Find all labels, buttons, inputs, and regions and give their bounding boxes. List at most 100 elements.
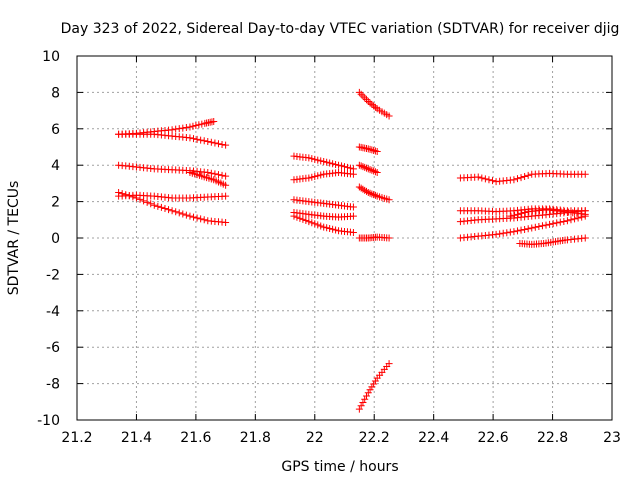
data-point bbox=[361, 395, 369, 403]
y-tick-label: 0 bbox=[51, 231, 60, 247]
x-tick-label: 21.2 bbox=[61, 430, 92, 446]
data-point bbox=[186, 212, 194, 220]
axis-ticks bbox=[76, 55, 613, 421]
data-point bbox=[362, 96, 370, 104]
series-arc-18 bbox=[456, 169, 589, 186]
data-point bbox=[154, 202, 162, 210]
data-point bbox=[361, 94, 369, 102]
data-point bbox=[172, 208, 180, 216]
data-point bbox=[355, 161, 363, 169]
data-point bbox=[210, 118, 218, 126]
data-point bbox=[565, 208, 573, 216]
data-point bbox=[343, 163, 351, 171]
data-point bbox=[364, 98, 372, 105]
data-point bbox=[366, 166, 374, 174]
data-point bbox=[355, 88, 363, 96]
x-axis-label: GPS time / hours bbox=[281, 459, 398, 475]
data-point bbox=[222, 219, 230, 227]
data-point bbox=[222, 192, 230, 200]
data-point bbox=[542, 221, 550, 229]
y-tick-label: 10 bbox=[42, 49, 60, 65]
series-arc-9 bbox=[290, 196, 357, 211]
data-point bbox=[373, 148, 381, 156]
data-point bbox=[481, 175, 489, 183]
data-point bbox=[165, 206, 173, 214]
data-point bbox=[518, 209, 526, 217]
data-point bbox=[214, 140, 222, 148]
data-point bbox=[197, 215, 205, 223]
data-point bbox=[357, 402, 365, 410]
data-point bbox=[349, 170, 357, 178]
data-point bbox=[364, 389, 372, 397]
data-point bbox=[366, 386, 374, 394]
data-point bbox=[175, 209, 183, 217]
data-point bbox=[192, 122, 200, 130]
data-point bbox=[385, 196, 393, 204]
data-point bbox=[492, 230, 500, 238]
x-tick-label: 22.6 bbox=[478, 430, 509, 446]
data-point bbox=[531, 223, 539, 231]
data-point bbox=[311, 172, 319, 180]
series-arc-2 bbox=[115, 130, 230, 149]
data-point bbox=[368, 146, 376, 154]
data-point bbox=[190, 135, 198, 143]
y-tick-label: -10 bbox=[37, 413, 60, 429]
data-point bbox=[186, 134, 194, 142]
data-point bbox=[308, 219, 316, 227]
data-point bbox=[323, 158, 331, 166]
data-markers bbox=[115, 88, 589, 413]
data-point bbox=[553, 219, 561, 227]
data-point bbox=[329, 225, 337, 233]
data-point bbox=[222, 181, 230, 189]
series-arc-13 bbox=[355, 143, 381, 156]
data-point bbox=[364, 189, 372, 196]
data-point bbox=[305, 154, 313, 162]
data-point bbox=[218, 140, 226, 148]
series-arc-11 bbox=[290, 212, 357, 237]
data-point bbox=[222, 172, 230, 180]
data-point bbox=[320, 158, 328, 166]
data-point bbox=[132, 194, 140, 202]
data-point bbox=[129, 193, 137, 201]
data-point bbox=[193, 214, 201, 222]
data-point bbox=[364, 165, 372, 173]
data-point bbox=[211, 170, 219, 178]
y-axis-label: SDTVAR / TECUs bbox=[6, 181, 22, 296]
data-point bbox=[290, 212, 298, 220]
data-point bbox=[370, 191, 378, 199]
data-point bbox=[364, 145, 372, 153]
series-arc-22 bbox=[516, 234, 589, 248]
data-point bbox=[314, 221, 322, 229]
data-point bbox=[370, 380, 378, 388]
data-point bbox=[577, 210, 585, 218]
data-point bbox=[355, 183, 363, 191]
data-point bbox=[366, 189, 374, 197]
y-tick-label: 4 bbox=[51, 158, 60, 174]
data-point bbox=[368, 166, 376, 174]
data-point bbox=[211, 139, 219, 147]
data-point bbox=[293, 213, 301, 221]
data-point bbox=[371, 191, 379, 199]
data-point bbox=[308, 155, 316, 163]
data-point bbox=[361, 186, 369, 194]
data-point bbox=[136, 195, 144, 203]
data-point bbox=[349, 212, 357, 220]
data-point bbox=[366, 145, 374, 153]
data-point bbox=[311, 220, 319, 228]
data-point bbox=[222, 141, 230, 149]
data-point bbox=[485, 176, 493, 184]
data-point bbox=[349, 229, 357, 237]
series-arc-14 bbox=[355, 161, 381, 176]
data-point bbox=[175, 125, 183, 133]
data-point bbox=[556, 218, 564, 226]
data-point bbox=[168, 126, 176, 134]
data-point bbox=[198, 120, 206, 128]
x-tick-label: 22.2 bbox=[359, 430, 390, 446]
data-point bbox=[563, 217, 571, 225]
data-point bbox=[359, 399, 367, 407]
data-point bbox=[317, 222, 325, 230]
data-point bbox=[521, 225, 529, 233]
data-point bbox=[503, 229, 511, 237]
data-point bbox=[326, 225, 334, 233]
y-tick-labels: 10 8 6 4 2 0 -2 -4 -6 -8 -10 bbox=[37, 49, 60, 429]
